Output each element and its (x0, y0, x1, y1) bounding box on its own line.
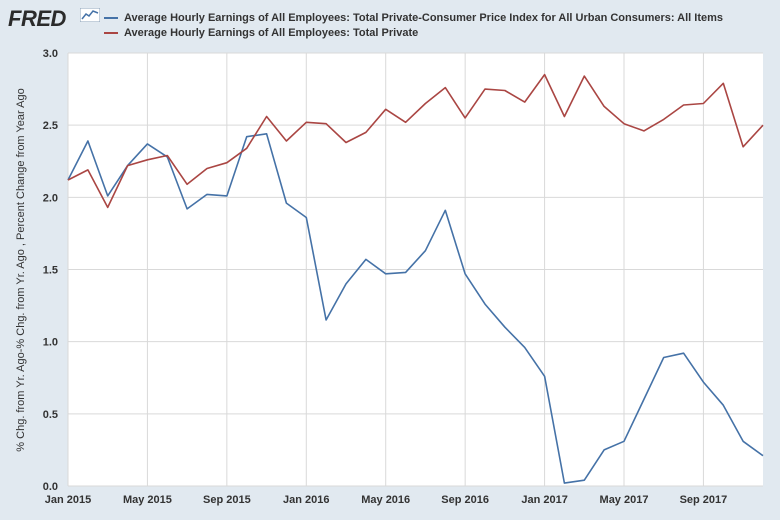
series-lines (67, 73, 764, 484)
legend-label-red: Average Hourly Earnings of All Employees… (124, 26, 419, 39)
x-tick-label: May 2017 (600, 494, 649, 506)
y-tick-label: 2.0 (43, 192, 58, 204)
x-tick-label: Jan 2017 (521, 494, 567, 506)
y-tick-labels: 0.0 0.5 1.0 1.5 2.0 2.5 3.0 (43, 48, 58, 493)
series-line-red[interactable] (67, 73, 764, 209)
x-tick-label: Sep 2016 (441, 494, 489, 506)
y-tick-label: 1.5 (43, 265, 58, 277)
x-tick-labels: Jan 2015 May 2015 Sep 2015 Jan 2016 May 2016… (45, 494, 728, 506)
x-tick-label: May 2015 (123, 494, 172, 506)
x-tick-label: Jan 2015 (45, 494, 91, 506)
fred-chart-icon (80, 8, 100, 22)
legend-label-blue: Average Hourly Earnings of All Employees… (124, 11, 724, 24)
x-tick-label: Jan 2016 (283, 494, 329, 506)
x-tick-label: May 2016 (361, 494, 410, 506)
legend-swatch-blue (104, 16, 118, 19)
grid-lines (67, 52, 763, 487)
legend-item-blue[interactable]: Average Hourly Earnings of All Employees… (104, 10, 723, 25)
y-tick-label: 2.5 (43, 120, 58, 132)
x-tick-label: Sep 2015 (203, 494, 251, 506)
legend-swatch-red (104, 31, 118, 34)
fred-logo[interactable]: FRED (8, 6, 66, 31)
y-tick-label: 1.0 (43, 337, 58, 349)
legend: Average Hourly Earnings of All Employees… (104, 10, 723, 40)
series-line-blue[interactable] (67, 133, 764, 484)
y-tick-label: 0.0 (43, 481, 58, 493)
y-tick-label: 0.5 (43, 409, 58, 421)
x-tick-label: Sep 2017 (680, 494, 728, 506)
legend-item-red[interactable]: Average Hourly Earnings of All Employees… (104, 25, 723, 40)
y-tick-label: 3.0 (43, 48, 58, 60)
header: FRED Average Hourly Earnings of All Empl… (0, 0, 780, 46)
